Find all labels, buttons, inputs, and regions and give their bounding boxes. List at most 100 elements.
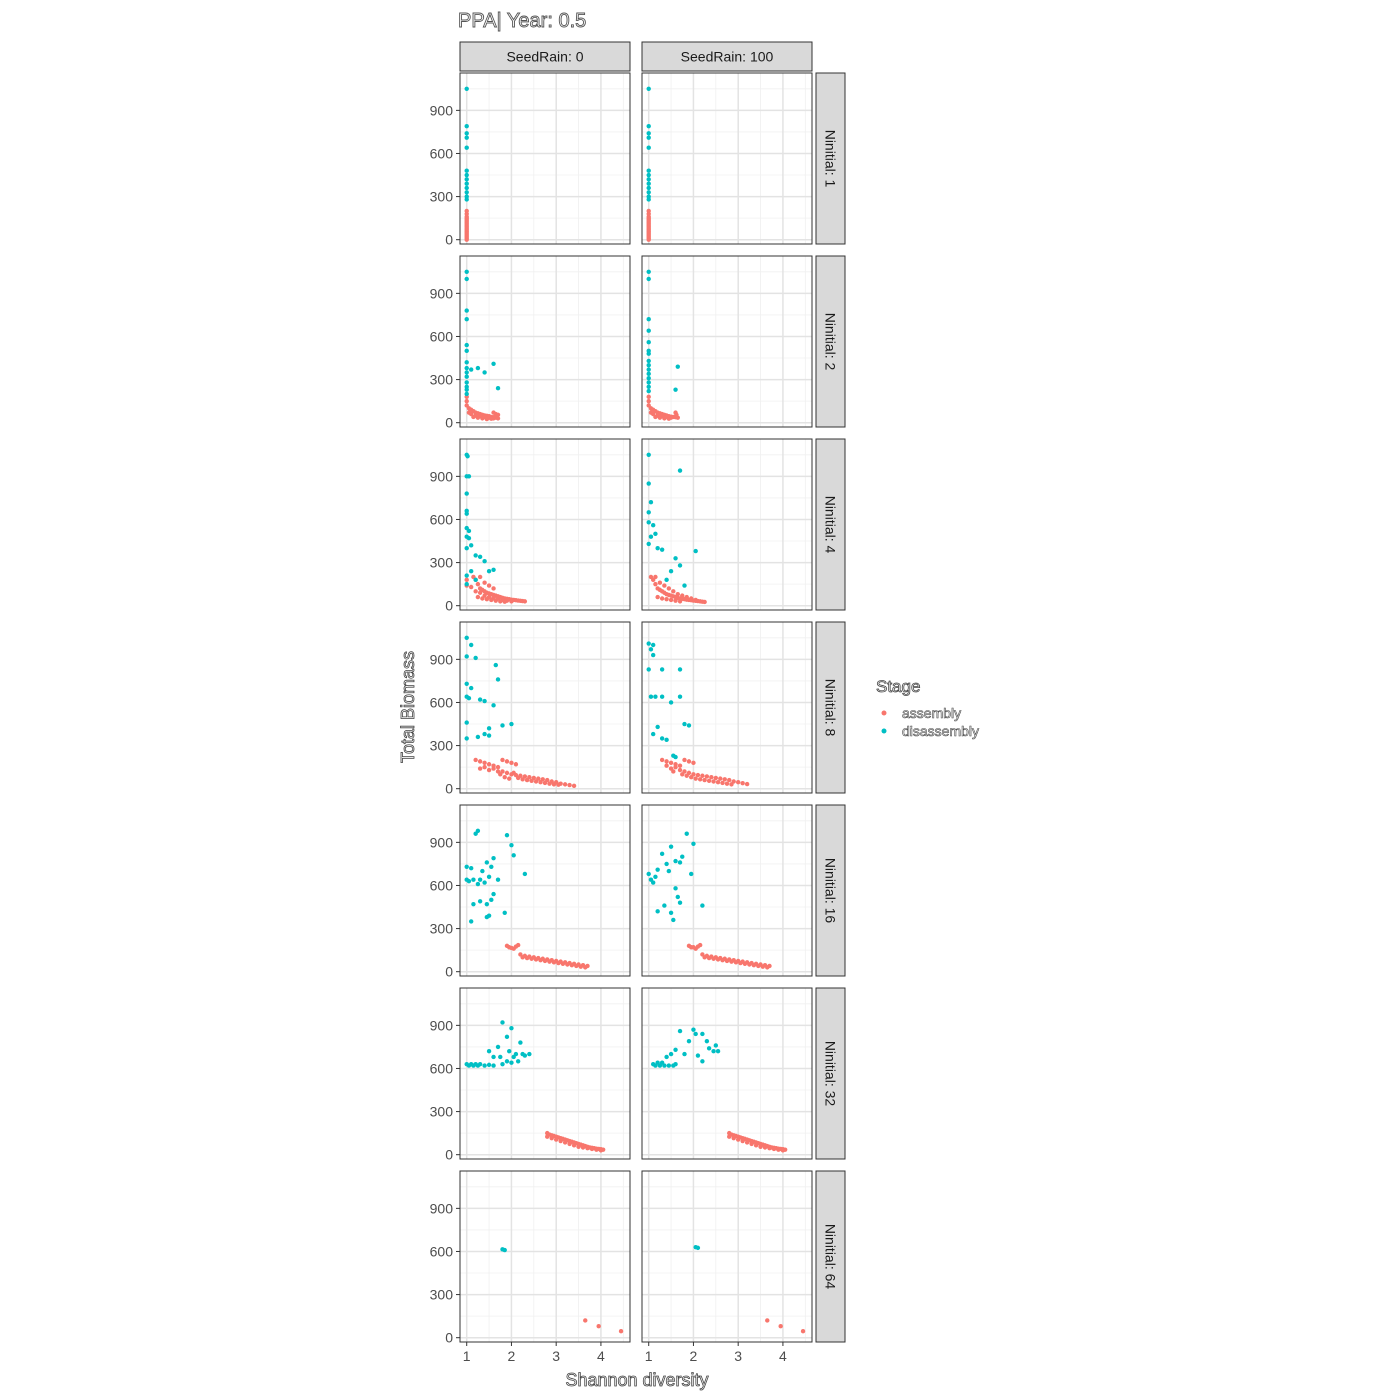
disassembly-point bbox=[464, 864, 469, 869]
disassembly-point bbox=[500, 723, 505, 728]
assembly-point bbox=[673, 764, 678, 770]
assembly-point bbox=[533, 779, 539, 784]
disassembly-point bbox=[646, 351, 651, 356]
disassembly-point bbox=[464, 317, 469, 322]
assembly-point bbox=[657, 580, 663, 585]
disassembly-point bbox=[518, 1040, 523, 1045]
disassembly-point bbox=[482, 731, 487, 737]
assembly-point bbox=[556, 782, 561, 787]
panel-border bbox=[641, 1170, 813, 1343]
assembly-point bbox=[484, 416, 490, 422]
disassembly-point bbox=[509, 1060, 514, 1065]
chart-title: PPA| Year: 0.5 bbox=[458, 10, 586, 32]
assembly-point bbox=[520, 777, 525, 782]
y-tick-label: 600 bbox=[430, 877, 454, 893]
disassembly-point bbox=[477, 877, 483, 882]
facet-panel bbox=[459, 72, 631, 245]
assembly-point bbox=[684, 773, 689, 778]
disassembly-point bbox=[668, 910, 674, 915]
disassembly-point bbox=[486, 733, 492, 738]
assembly-point bbox=[662, 583, 667, 588]
disassembly-point bbox=[464, 681, 469, 686]
assembly-point bbox=[493, 598, 498, 603]
disassembly-point bbox=[655, 909, 660, 914]
assembly-point bbox=[547, 781, 552, 786]
disassembly-point bbox=[471, 901, 476, 907]
disassembly-point bbox=[646, 667, 651, 672]
column-strip bbox=[641, 41, 813, 72]
assembly-point bbox=[671, 589, 676, 594]
column-strip-label: SeedRain: 0 bbox=[506, 49, 583, 65]
disassembly-point bbox=[464, 360, 469, 365]
disassembly-point bbox=[491, 361, 496, 366]
disassembly-point bbox=[648, 694, 654, 699]
disassembly-point bbox=[673, 387, 678, 392]
row-strip-label: Ninitial: 16 bbox=[823, 858, 839, 924]
assembly-point bbox=[471, 414, 476, 420]
assembly-point bbox=[765, 1318, 770, 1323]
disassembly-point bbox=[468, 642, 474, 648]
assembly-point bbox=[533, 957, 539, 962]
disassembly-point bbox=[646, 177, 651, 182]
assembly-point bbox=[753, 1143, 759, 1148]
assembly-point bbox=[583, 1318, 588, 1323]
disassembly-point bbox=[646, 367, 651, 372]
disassembly-point bbox=[673, 858, 678, 864]
y-tick-label: 900 bbox=[430, 651, 454, 667]
assembly-point bbox=[468, 584, 474, 590]
disassembly-point bbox=[677, 694, 683, 699]
row-strip-label: Ninitial: 1 bbox=[823, 130, 839, 188]
disassembly-point bbox=[475, 734, 481, 740]
assembly-point bbox=[711, 956, 716, 961]
disassembly-point bbox=[466, 535, 472, 541]
disassembly-point bbox=[464, 308, 469, 313]
disassembly-point bbox=[713, 1043, 719, 1048]
assembly-point bbox=[693, 776, 698, 781]
disassembly-point bbox=[686, 723, 692, 728]
assembly-point bbox=[653, 581, 658, 587]
disassembly-point bbox=[486, 726, 492, 731]
disassembly-point bbox=[500, 1061, 505, 1067]
assembly-point bbox=[691, 760, 696, 766]
assembly-point bbox=[515, 775, 521, 781]
assembly-point bbox=[702, 777, 707, 783]
assembly-point bbox=[648, 410, 654, 415]
assembly-point bbox=[758, 1144, 763, 1149]
assembly-point bbox=[466, 410, 472, 415]
disassembly-point bbox=[659, 667, 665, 672]
disassembly-point bbox=[466, 695, 472, 701]
panel-border bbox=[641, 621, 813, 794]
disassembly-point bbox=[509, 721, 514, 727]
legend-label-assembly: assembly bbox=[902, 705, 961, 721]
row-strip bbox=[815, 438, 846, 611]
disassembly-point bbox=[464, 391, 469, 397]
assembly-point bbox=[498, 772, 503, 777]
x-tick-label: 2 bbox=[690, 1348, 698, 1364]
disassembly-point bbox=[646, 190, 651, 195]
disassembly-point bbox=[650, 523, 656, 528]
disassembly-point bbox=[495, 877, 501, 882]
disassembly-point bbox=[473, 577, 478, 583]
assembly-point bbox=[740, 781, 745, 786]
row-strip-label: Ninitial: 8 bbox=[823, 679, 839, 737]
facet-panel bbox=[641, 72, 813, 245]
disassembly-point bbox=[502, 1247, 507, 1253]
disassembly-point bbox=[650, 642, 656, 648]
facet-panel bbox=[641, 621, 813, 794]
disassembly-point bbox=[646, 380, 651, 385]
disassembly-point bbox=[662, 1063, 667, 1068]
disassembly-point bbox=[465, 454, 470, 459]
assembly-point bbox=[666, 416, 672, 421]
disassembly-point bbox=[491, 1063, 496, 1068]
disassembly-point bbox=[655, 724, 660, 730]
assembly-point bbox=[583, 965, 588, 970]
disassembly-point bbox=[509, 843, 514, 848]
disassembly-point bbox=[673, 886, 678, 891]
disassembly-point bbox=[686, 1038, 692, 1044]
disassembly-point bbox=[682, 1051, 687, 1057]
assembly-point bbox=[765, 965, 770, 970]
disassembly-point bbox=[491, 855, 496, 861]
assembly-point bbox=[778, 1323, 783, 1329]
assembly-point bbox=[674, 412, 679, 417]
disassembly-point bbox=[646, 135, 651, 140]
